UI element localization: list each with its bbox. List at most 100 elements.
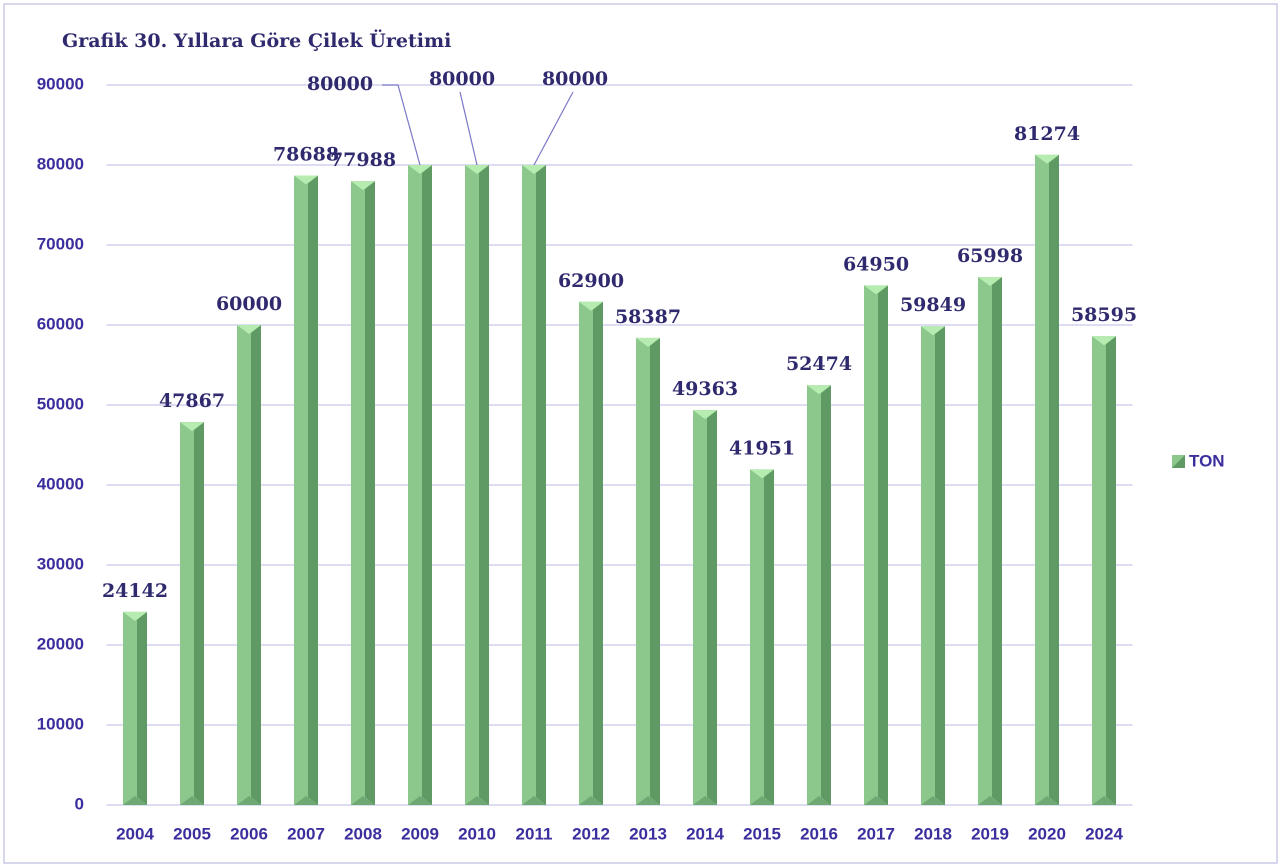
- y-tick-label: 0: [75, 794, 84, 813]
- bar-cap: [408, 165, 432, 174]
- bar-cap: [351, 181, 375, 191]
- data-label: 62900: [558, 270, 624, 292]
- data-label: 49363: [672, 378, 738, 400]
- bar-cap: [750, 469, 774, 479]
- bar-cap: [807, 385, 831, 395]
- data-label: 80000: [307, 73, 373, 95]
- x-tick-label: 2024: [1085, 824, 1123, 843]
- bar-side: [707, 410, 717, 805]
- bar-side: [1106, 336, 1116, 805]
- bar-side: [194, 422, 204, 805]
- bar-base: [921, 796, 945, 805]
- bar-cap: [864, 285, 888, 295]
- leader-line: [459, 91, 478, 166]
- x-tick-label: 2017: [857, 824, 895, 843]
- data-label: 52474: [786, 353, 852, 375]
- bar-cap: [921, 326, 945, 336]
- x-tick-label: 2015: [743, 824, 781, 843]
- bar-base: [522, 796, 546, 805]
- bar-side: [1049, 154, 1059, 806]
- leader-line: [382, 84, 421, 166]
- bar-base: [465, 796, 489, 805]
- data-label: 77988: [330, 149, 396, 171]
- bar-base: [807, 796, 831, 805]
- data-label: 65998: [957, 245, 1023, 267]
- data-label: 80000: [429, 68, 495, 90]
- data-label: 58595: [1071, 304, 1137, 326]
- legend-label: TON: [1189, 451, 1225, 470]
- x-tick-label: 2011: [516, 824, 553, 843]
- bar-base: [237, 796, 261, 805]
- bar-side: [935, 326, 945, 805]
- y-tick-label: 60000: [37, 314, 84, 333]
- bar-side: [251, 325, 261, 805]
- bar-side: [422, 165, 432, 805]
- data-label: 41951: [729, 437, 795, 459]
- x-tick-label: 2008: [344, 824, 382, 843]
- bar-side: [365, 181, 375, 805]
- y-tick-label: 40000: [37, 474, 84, 493]
- chart-title: Grafik 30. Yıllara Göre Çilek Üretimi: [62, 29, 451, 52]
- bar-base: [408, 796, 432, 805]
- bar-side: [479, 165, 489, 805]
- y-tick-label: 50000: [37, 394, 84, 413]
- data-label: 24142: [102, 580, 168, 602]
- bar-cap: [693, 410, 717, 420]
- y-tick-label: 30000: [37, 554, 84, 573]
- bar-base: [579, 796, 603, 805]
- bar-side: [593, 301, 603, 805]
- bar-cap: [579, 301, 603, 311]
- x-tick-label: 2005: [173, 824, 211, 843]
- y-tick-label: 70000: [37, 234, 84, 253]
- x-tick-label: 2004: [116, 824, 154, 843]
- bar-side: [764, 469, 774, 805]
- bar-base: [750, 796, 774, 805]
- x-tick-label: 2018: [914, 824, 952, 843]
- data-label: 47867: [159, 390, 225, 412]
- x-tick-label: 2012: [572, 824, 610, 843]
- bar-cap: [1092, 336, 1116, 346]
- bar-base: [1092, 796, 1116, 805]
- bar-side: [308, 175, 318, 806]
- bar-base: [636, 796, 660, 805]
- data-label: 64950: [843, 253, 909, 275]
- bar-base: [1035, 796, 1059, 805]
- x-tick-label: 2016: [800, 824, 838, 843]
- bar-cap: [636, 337, 660, 347]
- leader-line: [533, 91, 574, 166]
- legend-swatch-shade: [1172, 455, 1185, 468]
- bar-base: [351, 796, 375, 805]
- data-label: 81274: [1014, 123, 1080, 145]
- bar-base: [294, 796, 318, 805]
- y-tick-label: 10000: [37, 714, 84, 733]
- bar-side: [992, 277, 1002, 805]
- bar-side: [878, 285, 888, 805]
- x-tick-label: 2006: [230, 824, 268, 843]
- bar-side: [821, 385, 831, 805]
- bar-base: [864, 796, 888, 805]
- bar-cap: [522, 165, 546, 174]
- bar-base: [693, 796, 717, 805]
- bar-base: [123, 796, 147, 805]
- bar-cap: [180, 422, 204, 432]
- bar-base: [978, 796, 1002, 805]
- bar-cap: [123, 611, 147, 621]
- x-tick-label: 2014: [686, 824, 724, 843]
- data-label: 80000: [542, 68, 608, 90]
- bar-cap: [978, 277, 1002, 287]
- x-tick-label: 2007: [287, 824, 325, 843]
- x-tick-label: 2019: [971, 824, 1009, 843]
- data-label: 78688: [273, 143, 339, 165]
- x-tick-label: 2009: [401, 824, 439, 843]
- bar-cap: [294, 175, 318, 185]
- bar-cap: [465, 165, 489, 174]
- bar-side: [650, 337, 660, 805]
- y-tick-label: 20000: [37, 634, 84, 653]
- bar-base: [180, 796, 204, 805]
- bar-cap: [1035, 154, 1059, 164]
- data-label: 60000: [216, 293, 282, 315]
- bar-side: [137, 611, 147, 805]
- x-tick-label: 2013: [629, 824, 667, 843]
- x-tick-label: 2010: [458, 824, 496, 843]
